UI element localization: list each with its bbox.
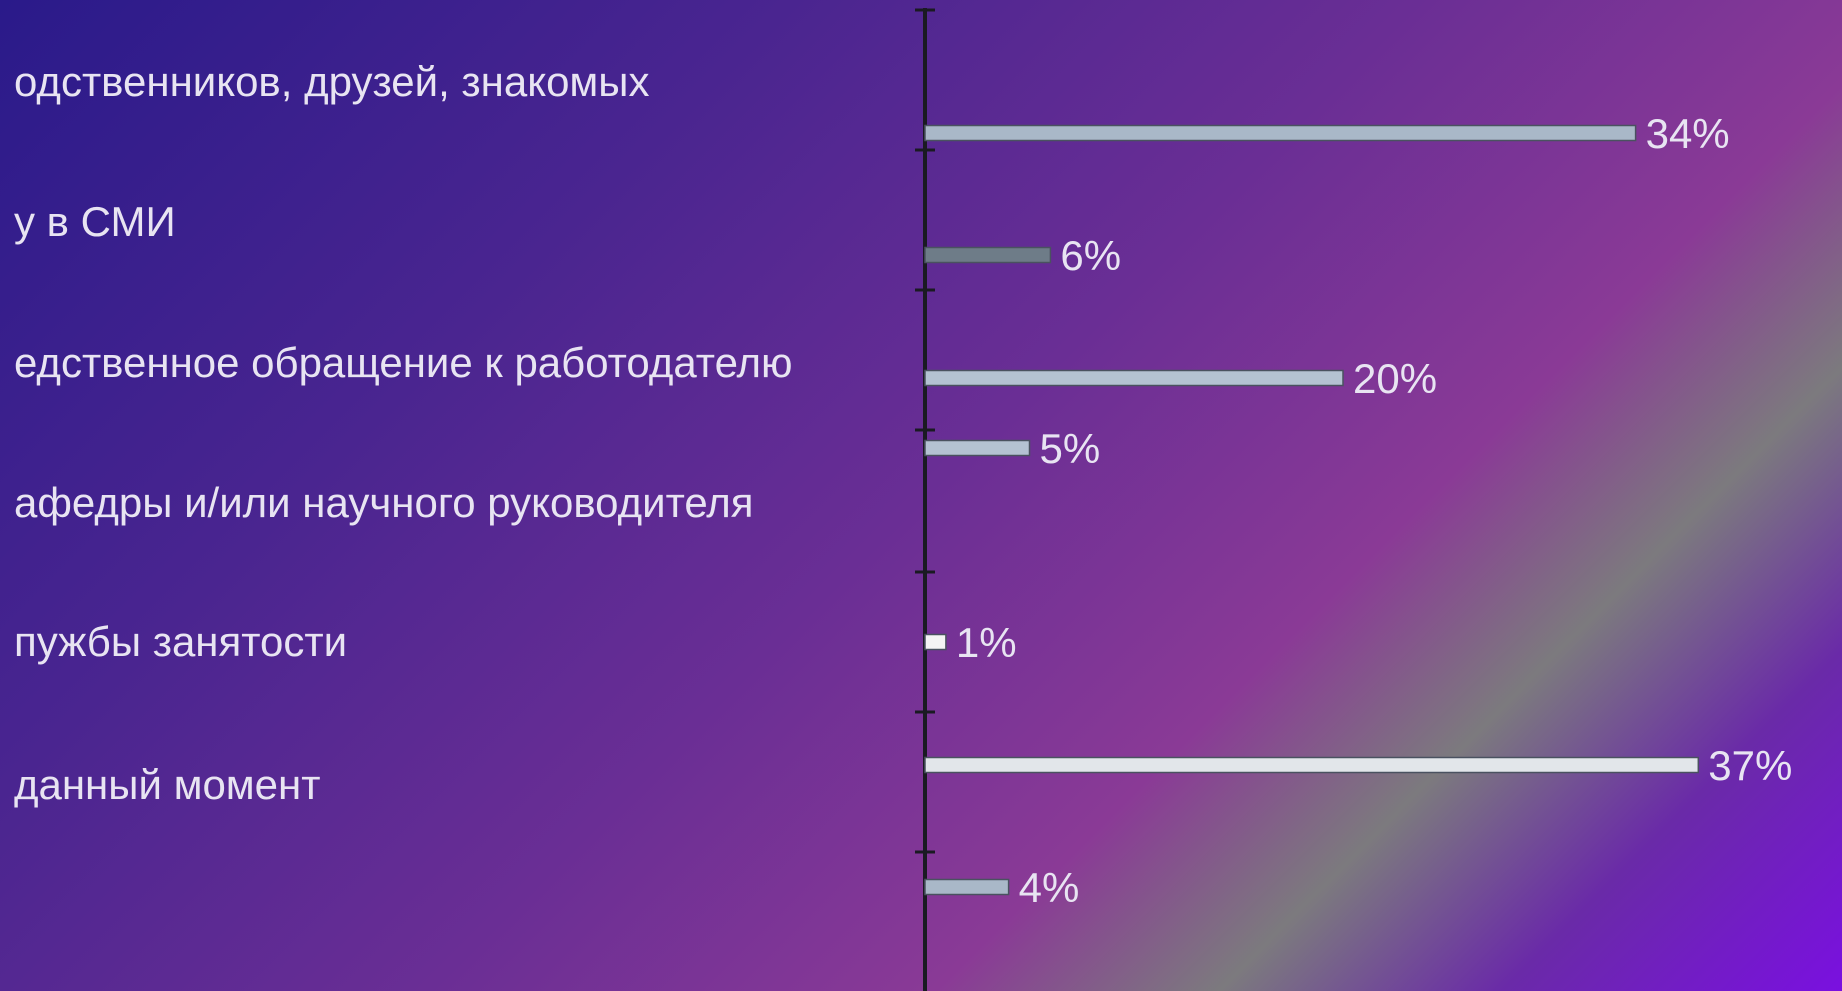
value-label: 20% xyxy=(1353,355,1437,402)
category-label: едственное обращение к работодателю xyxy=(14,339,793,386)
category-label: данный момент xyxy=(14,761,320,808)
value-label: 1% xyxy=(956,619,1017,666)
bar xyxy=(924,246,1052,264)
value-label: 34% xyxy=(1646,110,1730,157)
category-label: пужбы занятости xyxy=(14,618,347,665)
bar xyxy=(924,124,1637,142)
value-label: 4% xyxy=(1019,864,1080,911)
category-label: у в СМИ xyxy=(14,198,176,245)
labels-layer: 34% одственников, друзей, знакомых 6% у в С… xyxy=(14,58,1792,911)
bar xyxy=(924,878,1010,896)
category-label: одственников, друзей, знакомых xyxy=(14,58,650,105)
bar xyxy=(924,439,1031,457)
value-label: 5% xyxy=(1040,425,1101,472)
bar xyxy=(924,369,1344,387)
value-label: 37% xyxy=(1708,742,1792,789)
category-label: афедры и/или научного руководителя xyxy=(14,479,754,526)
bars-layer xyxy=(924,124,1700,896)
value-label: 6% xyxy=(1060,232,1121,279)
bar xyxy=(924,633,947,651)
axis-layer xyxy=(915,8,935,991)
bar xyxy=(924,756,1700,774)
